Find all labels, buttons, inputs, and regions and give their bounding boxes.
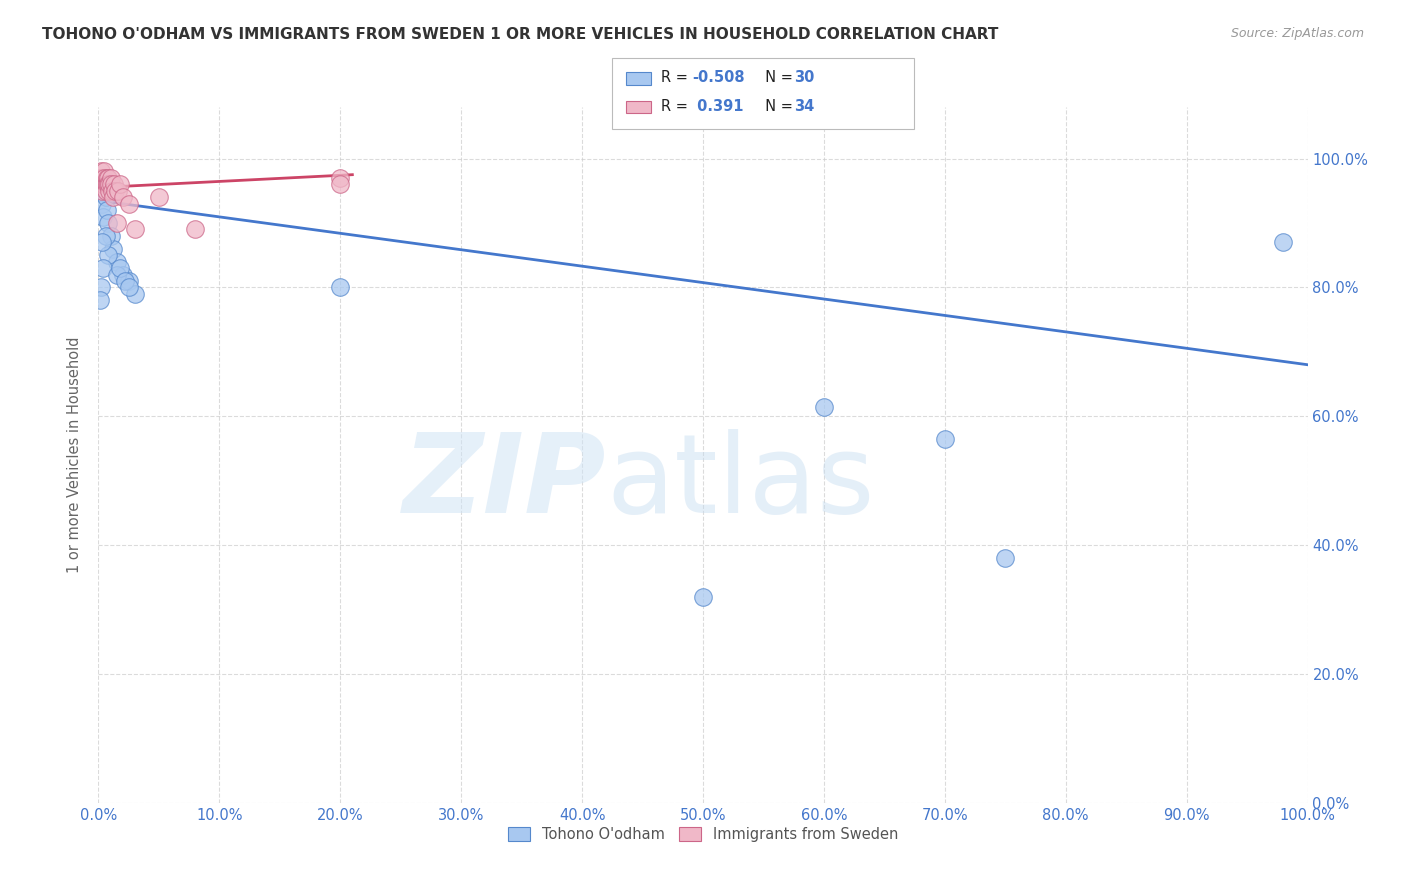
Point xyxy=(100,178,122,192)
Point xyxy=(91,170,114,185)
Point xyxy=(96,170,118,185)
Y-axis label: 1 or more Vehicles in Household: 1 or more Vehicles in Household xyxy=(67,336,83,574)
Text: N =: N = xyxy=(756,70,799,85)
Point xyxy=(91,184,114,198)
Text: Source: ZipAtlas.com: Source: ZipAtlas.com xyxy=(1230,27,1364,40)
Point xyxy=(994,551,1017,566)
Point xyxy=(114,274,136,288)
Point xyxy=(96,203,118,218)
Point xyxy=(692,590,714,604)
Point xyxy=(105,254,128,268)
Point xyxy=(107,184,129,198)
Point xyxy=(329,170,352,185)
Point xyxy=(118,274,141,288)
Point xyxy=(103,178,125,192)
Point xyxy=(813,400,835,414)
Point xyxy=(329,178,352,192)
Point xyxy=(108,178,131,192)
Point xyxy=(104,184,127,198)
Point xyxy=(89,293,111,308)
Point xyxy=(100,184,122,198)
Point xyxy=(105,216,128,230)
Text: -0.508: -0.508 xyxy=(692,70,744,85)
Point xyxy=(94,228,117,243)
Point xyxy=(124,286,146,301)
Point xyxy=(118,280,141,294)
Point xyxy=(124,222,146,236)
Point xyxy=(89,170,111,185)
Point xyxy=(91,178,114,192)
Point xyxy=(90,280,112,294)
Legend: Tohono O'odham, Immigrants from Sweden: Tohono O'odham, Immigrants from Sweden xyxy=(502,821,904,847)
Text: atlas: atlas xyxy=(606,429,875,536)
Text: 34: 34 xyxy=(794,99,814,113)
Text: N =: N = xyxy=(756,99,799,113)
Point xyxy=(94,178,117,192)
Point xyxy=(94,184,117,198)
Point xyxy=(100,170,122,185)
Point xyxy=(111,190,134,204)
Text: TOHONO O'ODHAM VS IMMIGRANTS FROM SWEDEN 1 OR MORE VEHICLES IN HOUSEHOLD CORRELA: TOHONO O'ODHAM VS IMMIGRANTS FROM SWEDEN… xyxy=(42,27,998,42)
Point xyxy=(91,178,114,192)
Point xyxy=(97,248,120,262)
Point xyxy=(100,228,122,243)
Point xyxy=(1272,235,1295,250)
Point xyxy=(148,190,170,204)
Point xyxy=(96,178,118,192)
Point xyxy=(90,184,112,198)
Point xyxy=(97,216,120,230)
Point xyxy=(97,170,120,185)
Point xyxy=(98,178,121,192)
Point xyxy=(184,222,207,236)
Point xyxy=(91,210,114,224)
Point xyxy=(93,164,115,178)
Point xyxy=(105,268,128,282)
Text: R =: R = xyxy=(661,70,692,85)
Point xyxy=(108,261,131,276)
Point xyxy=(329,280,352,294)
Text: ZIP: ZIP xyxy=(402,429,606,536)
Point xyxy=(98,184,121,198)
Point xyxy=(118,196,141,211)
Point xyxy=(90,164,112,178)
Point xyxy=(111,268,134,282)
Point xyxy=(89,170,111,185)
Point xyxy=(91,235,114,250)
Text: 30: 30 xyxy=(794,70,814,85)
Point xyxy=(91,261,114,276)
Point xyxy=(93,178,115,192)
Point xyxy=(89,178,111,192)
Text: R =: R = xyxy=(661,99,692,113)
Point xyxy=(91,196,114,211)
Point xyxy=(90,170,112,185)
Point xyxy=(101,190,124,204)
Point xyxy=(101,242,124,256)
Point xyxy=(93,170,115,185)
Text: 0.391: 0.391 xyxy=(692,99,744,113)
Point xyxy=(934,432,956,446)
Point xyxy=(94,190,117,204)
Point xyxy=(97,178,120,192)
